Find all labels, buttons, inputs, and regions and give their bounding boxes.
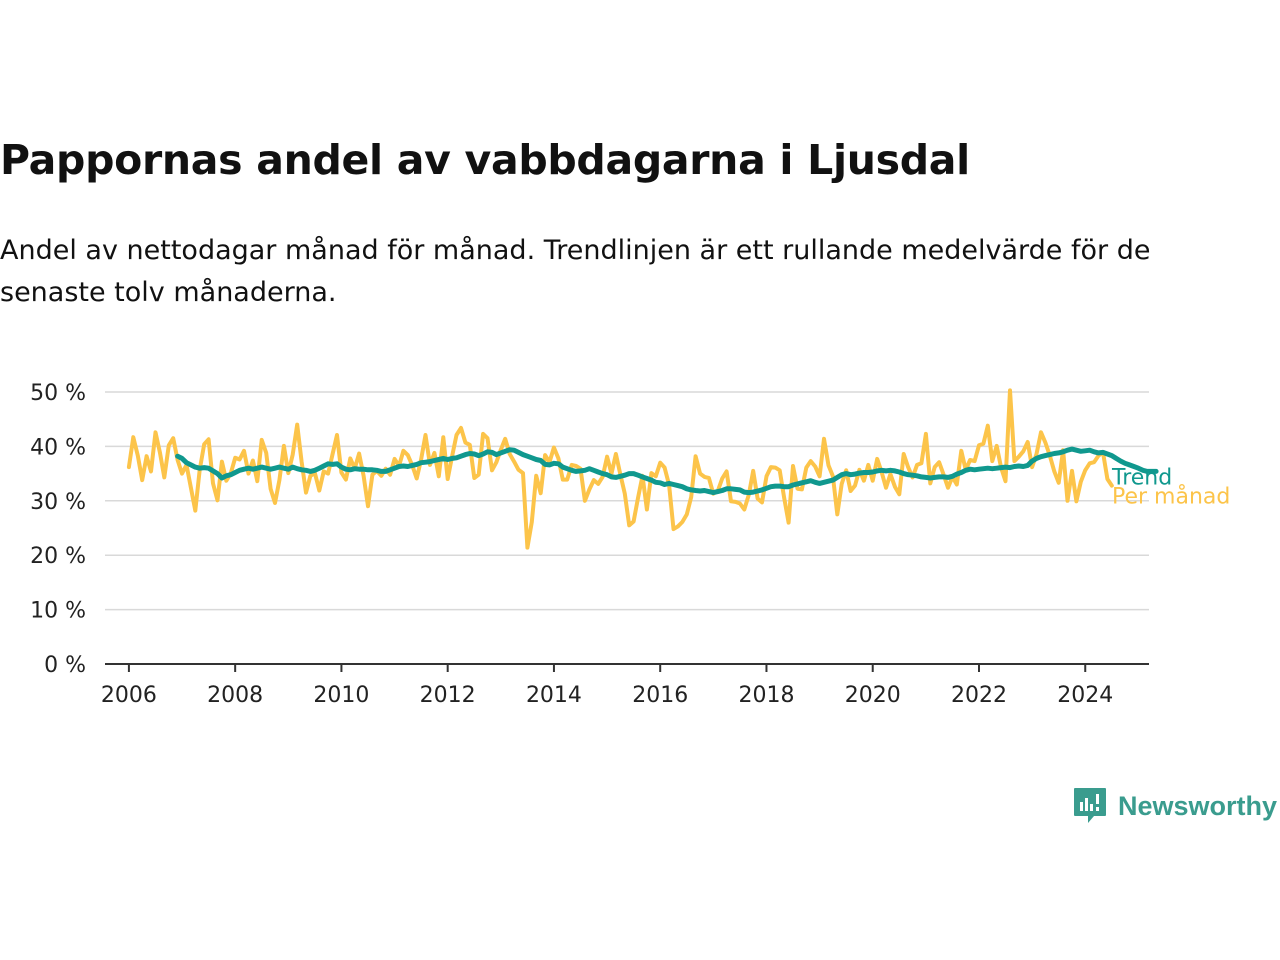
y-tick-label: 50 % xyxy=(30,381,86,406)
x-tick-label: 2022 xyxy=(951,683,1007,708)
x-tick-label: 2014 xyxy=(526,683,582,708)
y-tick-label: 0 % xyxy=(44,653,86,678)
x-tick-label: 2010 xyxy=(313,683,369,708)
chart-subtitle: Andel av nettodagar månad för månad. Tre… xyxy=(0,235,1151,308)
series-lines xyxy=(126,388,1159,550)
x-tick-label: 2008 xyxy=(207,683,263,708)
series-label-per-manad: Per månad xyxy=(1112,484,1230,510)
axes: 0 % 10 % 20 % 30 % 40 % 50 % 2006 2008 2010 2012 2… xyxy=(30,381,1149,708)
x-tick-label: 2018 xyxy=(738,683,794,708)
series-label-trend: Trend xyxy=(1111,465,1172,490)
y-tick-label: 40 % xyxy=(30,435,86,460)
newsworthy-logo-icon xyxy=(1074,788,1106,823)
x-tick-label: 2024 xyxy=(1057,683,1113,708)
series-line-trend xyxy=(175,446,1159,496)
y-tick-label: 30 % xyxy=(30,490,86,515)
x-tick-label: 2012 xyxy=(420,683,476,708)
x-tick-label: 2020 xyxy=(845,683,901,708)
brand-name: Newsworthy xyxy=(1118,790,1278,821)
x-tick-label: 2016 xyxy=(632,683,688,708)
y-tick-label: 20 % xyxy=(30,544,86,569)
chart-title: Pappornas andel av vabbdagarna i Ljusdal xyxy=(0,136,970,184)
newsworthy-logo: Newsworthy xyxy=(1072,786,1277,826)
y-tick-label: 10 % xyxy=(30,599,86,624)
line-chart: 0 % 10 % 20 % 30 % 40 % 50 % 2006 2008 2010 2012 2… xyxy=(30,381,1230,708)
x-tick-label: 2006 xyxy=(101,683,157,708)
